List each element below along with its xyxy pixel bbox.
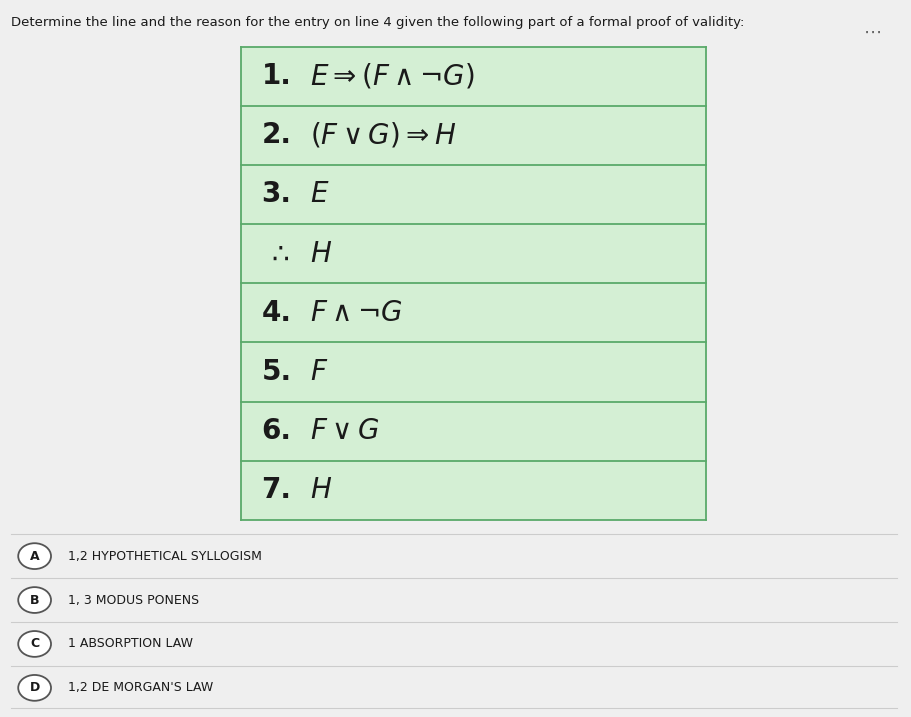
Text: 5.: 5.: [261, 358, 292, 386]
Bar: [241, 105, 706, 165]
Text: 3.: 3.: [261, 181, 292, 209]
Text: $F \wedge \neg G$: $F \wedge \neg G$: [310, 299, 402, 327]
Text: 1,2 DE MORGAN'S LAW: 1,2 DE MORGAN'S LAW: [68, 681, 213, 694]
Text: 7.: 7.: [261, 476, 292, 504]
Circle shape: [18, 587, 51, 613]
Circle shape: [18, 675, 51, 701]
Bar: [241, 402, 706, 460]
Text: $F$: $F$: [310, 358, 328, 386]
Text: D: D: [29, 681, 40, 694]
Text: $(F \vee G) \Rightarrow H$: $(F \vee G) \Rightarrow H$: [310, 121, 456, 150]
Text: 1,2 HYPOTHETICAL SYLLOGISM: 1,2 HYPOTHETICAL SYLLOGISM: [68, 550, 262, 563]
Text: $E$: $E$: [310, 181, 329, 209]
Text: $H$: $H$: [310, 476, 332, 504]
Text: B: B: [30, 594, 39, 607]
Text: 6.: 6.: [261, 417, 292, 445]
Bar: [241, 283, 706, 343]
Bar: [241, 460, 706, 520]
Text: 4.: 4.: [261, 299, 292, 327]
Text: 1 ABSORPTION LAW: 1 ABSORPTION LAW: [68, 637, 193, 650]
Bar: [241, 342, 706, 402]
Text: 2.: 2.: [261, 121, 292, 149]
Text: A: A: [30, 550, 39, 563]
Text: C: C: [30, 637, 39, 650]
Text: $\therefore$: $\therefore$: [266, 239, 290, 267]
Bar: [241, 47, 706, 105]
Circle shape: [18, 631, 51, 657]
Text: $F \vee G$: $F \vee G$: [310, 417, 379, 445]
Circle shape: [18, 543, 51, 569]
Text: 1.: 1.: [261, 62, 292, 90]
Text: $H$: $H$: [310, 239, 332, 267]
Text: Determine the line and the reason for the entry on line 4 given the following pa: Determine the line and the reason for th…: [11, 16, 744, 29]
Text: 1, 3 MODUS PONENS: 1, 3 MODUS PONENS: [68, 594, 200, 607]
Bar: [241, 224, 706, 283]
Bar: [241, 165, 706, 224]
Text: $E \Rightarrow (F \wedge \neg G)$: $E \Rightarrow (F \wedge \neg G)$: [310, 62, 475, 90]
Text: ⋯: ⋯: [864, 24, 882, 42]
